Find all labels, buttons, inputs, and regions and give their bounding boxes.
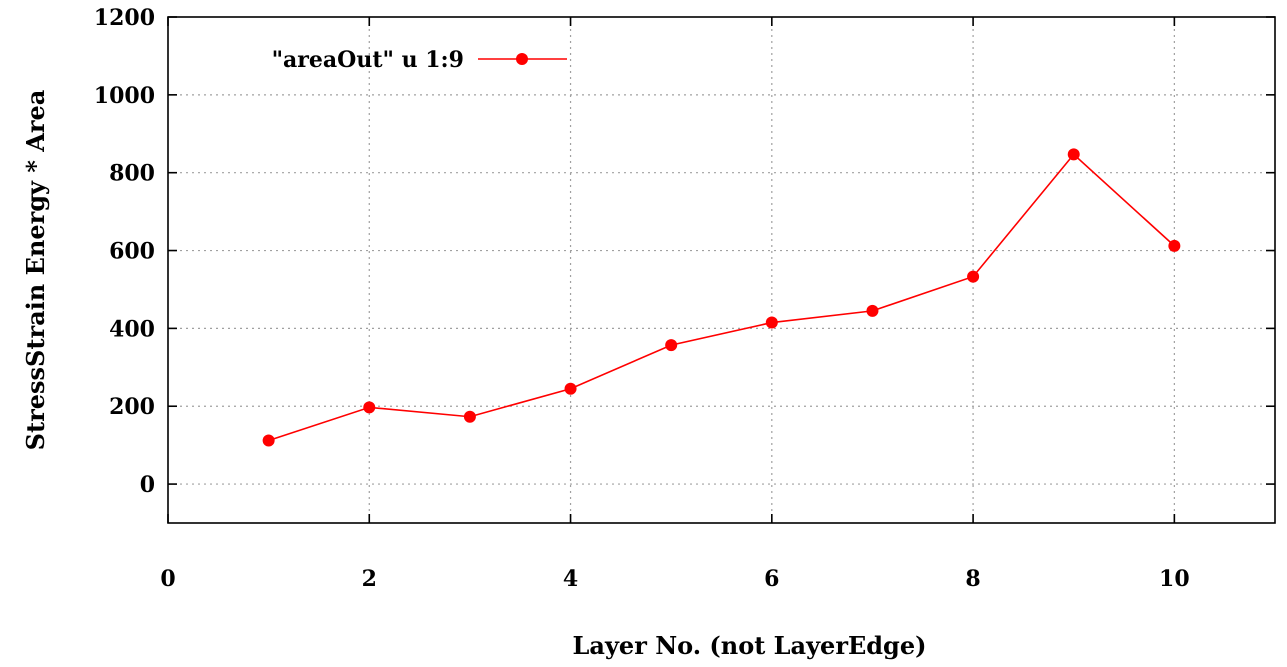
y-tick-label: 400 (109, 316, 155, 342)
ticks (167, 16, 1275, 523)
y-tick-labels: 0 200 400 600 800 1000 1200 (94, 5, 155, 498)
x-tick-labels: 0 2 4 6 8 10 (160, 566, 1189, 592)
data-point (262, 434, 275, 447)
y-tick-label: 800 (109, 161, 155, 187)
y-tick-label: 200 (109, 394, 155, 420)
y-tick-label: 1200 (94, 5, 155, 31)
x-tick-label: 8 (965, 566, 980, 592)
plot-frame (167, 16, 1276, 524)
y-axis-title: StressStrain Energy * Area (21, 90, 50, 451)
data-point (1168, 239, 1181, 252)
x-tick-label: 6 (764, 566, 779, 592)
x-tick-label: 4 (563, 566, 578, 592)
data-point (665, 339, 678, 352)
data-point (1067, 148, 1080, 161)
x-tick-label: 10 (1159, 566, 1190, 592)
data-point (765, 316, 778, 329)
x-axis-title: Layer No. (not LayerEdge) (573, 631, 927, 660)
data-point (463, 410, 476, 423)
y-tick-label: 1000 (94, 83, 155, 109)
x-tick-label: 0 (160, 566, 175, 592)
legend: "areaOut" u 1:9 (272, 47, 567, 73)
y-tick-label: 600 (109, 239, 155, 265)
data-point (866, 304, 879, 317)
data-point (564, 382, 577, 395)
legend-marker (516, 53, 528, 65)
grid (168, 17, 1275, 523)
y-tick-label: 0 (140, 472, 155, 498)
series-line (268, 153, 1175, 442)
data-point (363, 401, 376, 414)
legend-label: "areaOut" u 1:9 (272, 47, 464, 73)
data-point (967, 270, 980, 283)
series-group (262, 148, 1181, 447)
x-tick-label: 2 (362, 566, 377, 592)
